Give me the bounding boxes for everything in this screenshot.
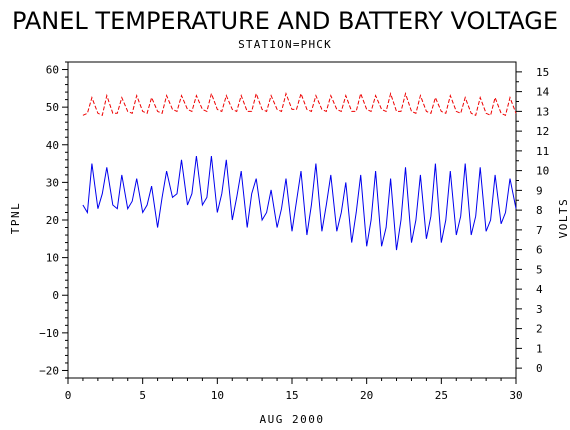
x-tick-label: 5 bbox=[139, 389, 146, 402]
right-tick-label: 7 bbox=[536, 224, 543, 237]
voltage-series-line bbox=[82, 91, 517, 117]
right-tick-label: 12 bbox=[536, 125, 549, 138]
x-tick-label: 0 bbox=[65, 389, 72, 402]
x-tick-label: 25 bbox=[435, 389, 448, 402]
right-tick-label: 9 bbox=[536, 184, 543, 197]
right-tick-label: 0 bbox=[536, 362, 543, 375]
right-tick-label: 1 bbox=[536, 342, 543, 355]
right-tick-label: 6 bbox=[536, 244, 543, 257]
series-layer bbox=[82, 91, 517, 251]
y-axis-label-right: VOLTS bbox=[557, 198, 570, 239]
x-axis-label: AUG 2000 bbox=[260, 413, 325, 426]
x-tick-label: 15 bbox=[285, 389, 298, 402]
right-tick-label: 14 bbox=[536, 86, 550, 99]
right-tick-label: 13 bbox=[536, 105, 549, 118]
x-tick-label: 20 bbox=[360, 389, 373, 402]
right-tick-label: 10 bbox=[536, 165, 549, 178]
temperature-series-line bbox=[82, 155, 517, 251]
y-axis-label-left: TPNL bbox=[9, 202, 22, 235]
right-tick-label: 5 bbox=[536, 263, 543, 276]
left-tick-label: 30 bbox=[46, 176, 59, 189]
chart-title: PANEL TEMPERATURE AND BATTERY VOLTAGE bbox=[12, 7, 558, 35]
left-axis: 60 50 40 30 20 10 0 −10 −20 bbox=[39, 61, 68, 379]
left-tick-label: −10 bbox=[39, 327, 59, 340]
left-tick-label: 0 bbox=[52, 289, 59, 302]
left-tick-label: 40 bbox=[46, 139, 59, 152]
right-tick-label: 15 bbox=[536, 66, 549, 79]
left-tick-label: 20 bbox=[46, 214, 59, 227]
right-tick-label: 2 bbox=[536, 323, 543, 336]
left-tick-label: −20 bbox=[39, 364, 59, 377]
x-tick-label: 10 bbox=[211, 389, 224, 402]
right-tick-label: 11 bbox=[536, 145, 549, 158]
right-tick-label: 8 bbox=[536, 204, 543, 217]
right-tick-label: 3 bbox=[536, 303, 543, 316]
right-tick-label: 4 bbox=[536, 283, 543, 296]
left-tick-label: 10 bbox=[46, 252, 59, 265]
x-axis: 0 5 10 15 20 25 30 bbox=[65, 378, 523, 402]
chart-subtitle: STATION=PHCK bbox=[238, 38, 332, 51]
left-tick-label: 60 bbox=[46, 64, 59, 77]
x-tick-label: 30 bbox=[509, 389, 522, 402]
left-tick-label: 50 bbox=[46, 101, 59, 114]
